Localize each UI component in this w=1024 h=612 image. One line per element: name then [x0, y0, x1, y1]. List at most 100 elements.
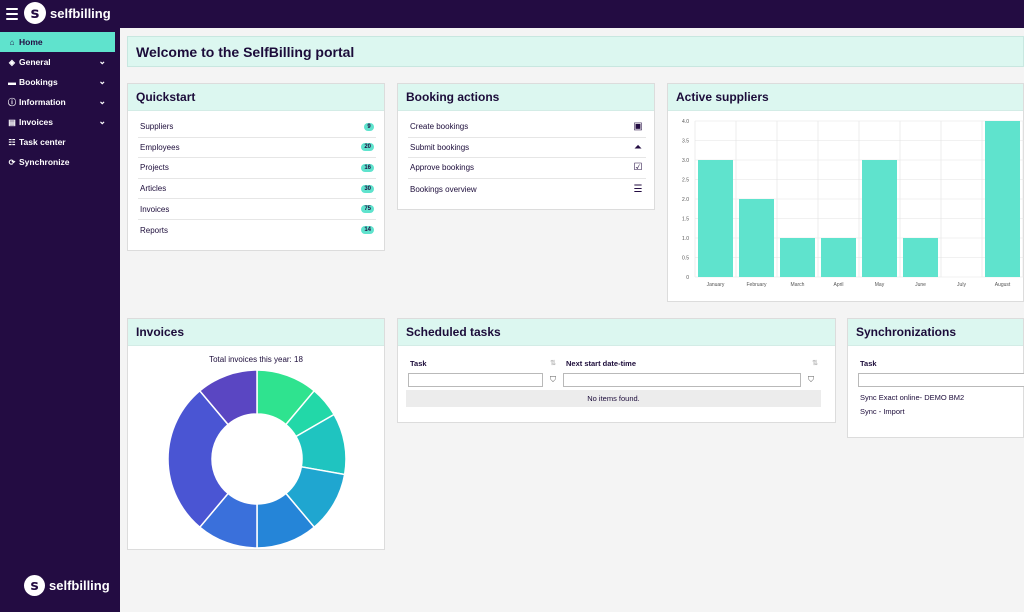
quickstart-item-label: Invoices: [140, 204, 170, 214]
col-task-label: Task: [410, 358, 427, 368]
quickstart-item-invoices[interactable]: Invoices 75: [138, 199, 376, 220]
brand-name: selfbilling: [50, 5, 111, 21]
brand-logo[interactable]: s selfbilling: [24, 2, 111, 24]
next-start-filter-input[interactable]: [563, 373, 801, 387]
upload-box-icon[interactable]: ⏶: [634, 141, 642, 153]
sidebar-item-label: General: [19, 57, 51, 67]
page-title: Welcome to the SelfBilling portal: [127, 36, 1024, 67]
quickstart-item-employees[interactable]: Employees 20: [138, 138, 376, 159]
sidebar-item-task-center[interactable]: ☷ Task center: [0, 132, 120, 152]
x-tick-label: June: [915, 282, 926, 288]
task-filter-input[interactable]: [408, 373, 543, 387]
booking-action-label: Bookings overview: [410, 184, 477, 194]
layers-icon: ◈: [8, 57, 16, 67]
sync-icon: ⟳: [8, 157, 16, 167]
sidebar-nav: ⌂ Home ◈ General ⌄ ▬ Bookings ⌄ ⓘ Information ⌄ ▤ In…: [0, 32, 120, 172]
sidebar-item-label: Information: [19, 97, 66, 107]
y-tick-label: 2.5: [682, 178, 689, 184]
sync-task-filter-input[interactable]: [858, 373, 1024, 387]
x-tick-label: April: [833, 282, 843, 288]
booking-actions-title: Booking actions: [398, 84, 654, 111]
sync-row[interactable]: Sync - Import: [860, 406, 905, 416]
quickstart-item-label: Reports: [140, 225, 169, 235]
scheduled-tasks-table: Task ⇅ Next start date-time ⇅ ⛉ ⛉ No ite…: [398, 346, 835, 407]
synchronizations-title: Synchronizations: [848, 319, 1023, 346]
y-tick-label: 0.5: [682, 256, 689, 262]
sidebar-item-information[interactable]: ⓘ Information ⌄: [0, 92, 120, 112]
checklist-icon[interactable]: ☰: [633, 183, 643, 195]
bar: [698, 160, 733, 277]
sidebar-item-home[interactable]: ⌂ Home: [0, 32, 115, 52]
sync-col-task-header[interactable]: Task: [860, 358, 877, 368]
invoice-icon: ▤: [8, 117, 16, 127]
x-tick-label: August: [995, 282, 1011, 288]
chevron-down-icon[interactable]: ⌄: [98, 96, 106, 106]
bar: [985, 121, 1020, 277]
x-tick-label: May: [875, 282, 885, 288]
synchronizations-table: Task Sync Exact online- DEMO BM2 Sync - I…: [848, 346, 1024, 418]
chevron-down-icon[interactable]: ⌄: [98, 76, 106, 86]
sidebar-item-synchronize[interactable]: ⟳ Synchronize: [0, 152, 120, 172]
quickstart-item-label: Projects: [140, 163, 169, 173]
check-box-icon[interactable]: ☑: [633, 162, 643, 174]
scheduled-tasks-title: Scheduled tasks: [398, 319, 835, 346]
sidebar-item-general[interactable]: ◈ General ⌄: [0, 52, 120, 72]
y-tick-label: 1.5: [682, 217, 689, 223]
quickstart-item-suppliers[interactable]: Suppliers 9: [138, 117, 376, 138]
bar: [903, 238, 938, 277]
quickstart-item-articles[interactable]: Articles 30: [138, 179, 376, 200]
filter-icon[interactable]: ⛉: [808, 375, 814, 384]
filter-icon[interactable]: ⛉: [550, 375, 556, 384]
quickstart-item-label: Suppliers: [140, 122, 174, 132]
empty-state: No items found.: [406, 390, 821, 407]
chevron-down-icon[interactable]: ⌄: [98, 56, 106, 66]
booking-actions-list: Create bookings ▣ Submit bookings ⏶ Approve …: [398, 111, 654, 199]
y-tick-label: 1.0: [682, 236, 689, 242]
sidebar-item-bookings[interactable]: ▬ Bookings ⌄: [0, 72, 120, 92]
sidebar-item-label: Home: [19, 37, 43, 47]
count-badge: 30: [361, 184, 374, 193]
sync-rows: Sync Exact online- DEMO BM2 Sync - Import: [858, 390, 1023, 418]
donut-slice[interactable]: [198, 369, 258, 426]
count-badge: 20: [361, 143, 374, 152]
active-suppliers-card: Active suppliers 4.0 3.5 3.0 2.5 2.0 1.5 1.0 0.…: [667, 83, 1024, 302]
chevron-down-icon[interactable]: ⌄: [98, 116, 106, 126]
col-next-label: Next start date-time: [566, 358, 637, 368]
x-tick-label: January: [707, 282, 725, 288]
bar: [739, 199, 774, 277]
synchronizations-card: Synchronizations Task Sync Exact online-…: [847, 318, 1024, 438]
y-tick-label: 0: [686, 275, 689, 281]
invoices-card: Invoices Total invoices this year: 18: [127, 318, 385, 550]
y-tick-label: 3.0: [682, 158, 689, 164]
booking-action-submit-bookings[interactable]: Submit bookings ⏶: [408, 138, 646, 159]
donut-slice[interactable]: [167, 389, 230, 529]
active-suppliers-chart: 4.0 3.5 3.0 2.5 2.0 1.5 1.0 0.5 0 January February…: [682, 119, 1024, 288]
bar: [821, 238, 856, 277]
quickstart-item-reports[interactable]: Reports 14: [138, 220, 376, 241]
quickstart-item-projects[interactable]: Projects 16: [138, 158, 376, 179]
x-tick-label: February: [746, 282, 767, 288]
menu-icon[interactable]: [6, 8, 18, 20]
invoices-title: Invoices: [128, 319, 384, 346]
booking-action-bookings-overview[interactable]: Bookings overview ☰: [408, 179, 646, 200]
sidebar-logo-mark: s: [24, 575, 45, 596]
col-task-header[interactable]: Task ⇅: [406, 354, 562, 372]
sidebar-brand-name: selfbilling: [49, 578, 110, 593]
y-tick-label: 2.0: [682, 197, 689, 203]
col-next-header[interactable]: Next start date-time ⇅: [562, 354, 820, 372]
booking-action-approve-bookings[interactable]: Approve bookings ☑: [408, 158, 646, 179]
task-list-icon: ☷: [8, 137, 16, 147]
y-tick-label: 3.5: [682, 139, 689, 145]
sort-icon[interactable]: ⇅: [550, 360, 556, 367]
x-tick-label: March: [791, 282, 805, 288]
sidebar-item-invoices[interactable]: ▤ Invoices ⌄: [0, 112, 120, 132]
sort-icon[interactable]: ⇅: [812, 360, 818, 367]
sidebar-brand-logo: s selfbilling: [24, 575, 110, 596]
sidebar-item-label: Task center: [19, 137, 66, 147]
y-tick-label: 4.0: [682, 119, 689, 125]
calendar-plus-icon[interactable]: ▣: [633, 121, 643, 133]
booking-action-create-bookings[interactable]: Create bookings ▣: [408, 117, 646, 138]
sync-row[interactable]: Sync Exact online- DEMO BM2: [860, 392, 965, 402]
booking-actions-card: Booking actions Create bookings ▣ Submit b…: [397, 83, 655, 210]
booking-action-label: Approve bookings: [410, 163, 475, 173]
